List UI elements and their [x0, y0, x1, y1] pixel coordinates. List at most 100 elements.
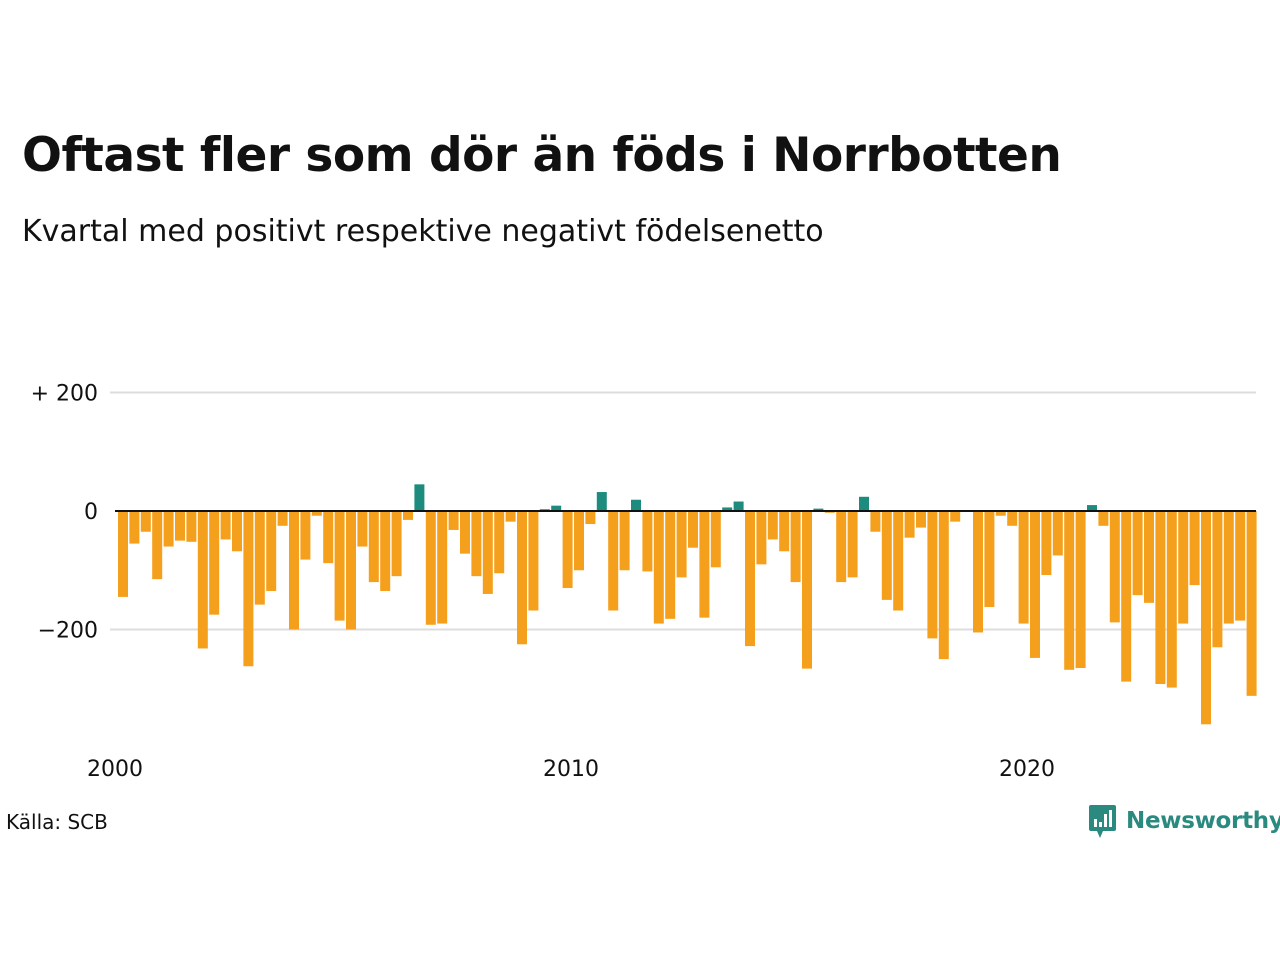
bar [779, 511, 790, 552]
bar [916, 511, 926, 528]
bar [893, 511, 904, 611]
bar [323, 511, 334, 564]
bar [585, 511, 596, 525]
bar [733, 501, 744, 511]
bar [277, 511, 288, 526]
bar [357, 511, 368, 547]
x-tick-label: 2020 [999, 757, 1055, 782]
bar [767, 511, 778, 540]
bar [1121, 511, 1132, 682]
chart-title: Oftast fler som dör än föds i Norrbotten [22, 128, 1062, 183]
bar [197, 511, 208, 649]
bar [1030, 511, 1040, 658]
bar [118, 511, 128, 597]
newsworthy-logo-icon [1089, 805, 1116, 838]
bar [1132, 511, 1143, 596]
bar [460, 511, 470, 554]
bar [688, 511, 698, 548]
bars [118, 484, 1257, 725]
newsworthy-logo-text: Newsworthy [1126, 808, 1280, 834]
bar [653, 511, 664, 624]
bar [995, 511, 1006, 516]
bar [722, 507, 733, 511]
bar [380, 511, 391, 591]
bar [665, 511, 676, 619]
bar [1201, 511, 1211, 725]
y-axis-labels: + 200 0 −200 [31, 382, 98, 644]
bar [790, 511, 801, 583]
bar [528, 511, 539, 611]
bar [1144, 511, 1154, 603]
bar [448, 511, 459, 530]
bar [631, 499, 641, 511]
bar [1075, 511, 1086, 669]
bar [517, 511, 527, 645]
bar [574, 511, 584, 571]
bar [745, 511, 755, 647]
bar [1007, 511, 1018, 526]
newsworthy-logo: Newsworthy [1088, 803, 1280, 839]
bar [973, 511, 983, 633]
bar [220, 511, 231, 540]
y-tick-label: + 200 [31, 382, 98, 407]
bar [642, 511, 653, 572]
source-note: Källa: SCB [6, 810, 108, 834]
bar [1018, 511, 1029, 624]
bar [334, 511, 345, 621]
bar [710, 511, 721, 568]
bar [163, 511, 174, 547]
bar [562, 511, 573, 589]
bar [608, 511, 619, 611]
bar [175, 511, 185, 541]
bar [938, 511, 949, 660]
bar [1087, 505, 1097, 511]
bar [152, 511, 163, 580]
bar [859, 496, 869, 511]
bar [1235, 511, 1246, 621]
bar [1041, 511, 1052, 575]
bar [596, 492, 607, 511]
bar [140, 511, 151, 532]
bar [266, 511, 277, 591]
bar [1189, 511, 1200, 586]
bar [1098, 511, 1109, 526]
bar [984, 511, 995, 607]
bar [619, 511, 630, 571]
bar [437, 511, 448, 624]
x-tick-label: 2000 [87, 757, 143, 782]
bar [391, 511, 402, 577]
bar [847, 511, 858, 578]
bar [1212, 511, 1223, 648]
y-tick-label: 0 [84, 500, 98, 525]
bar [870, 511, 881, 532]
bar [425, 511, 436, 625]
bar [802, 511, 812, 669]
bar [289, 511, 299, 630]
bar [836, 511, 847, 583]
x-tick-label: 2010 [543, 757, 599, 782]
bar [1155, 511, 1166, 685]
bar [300, 511, 311, 560]
bar [699, 511, 710, 618]
chart-subtitle: Kvartal med positivt respektive negativt… [22, 214, 824, 249]
bar [1223, 511, 1234, 624]
bar [403, 511, 413, 520]
bar [254, 511, 265, 605]
bar-chart: + 200 0 −200 2000 2010 2020 [31, 382, 1257, 782]
bar [756, 511, 767, 565]
bar [1178, 511, 1189, 624]
bar [471, 511, 482, 577]
bar [950, 511, 961, 522]
bar [232, 511, 242, 552]
bar [881, 511, 892, 600]
bar [368, 511, 379, 583]
bar [482, 511, 493, 594]
bar [243, 511, 254, 667]
bar [494, 511, 505, 574]
bar [1064, 511, 1075, 670]
bar [505, 511, 516, 522]
bar [927, 511, 938, 639]
bar [813, 508, 824, 511]
bar [186, 511, 197, 542]
bar [1052, 511, 1063, 556]
